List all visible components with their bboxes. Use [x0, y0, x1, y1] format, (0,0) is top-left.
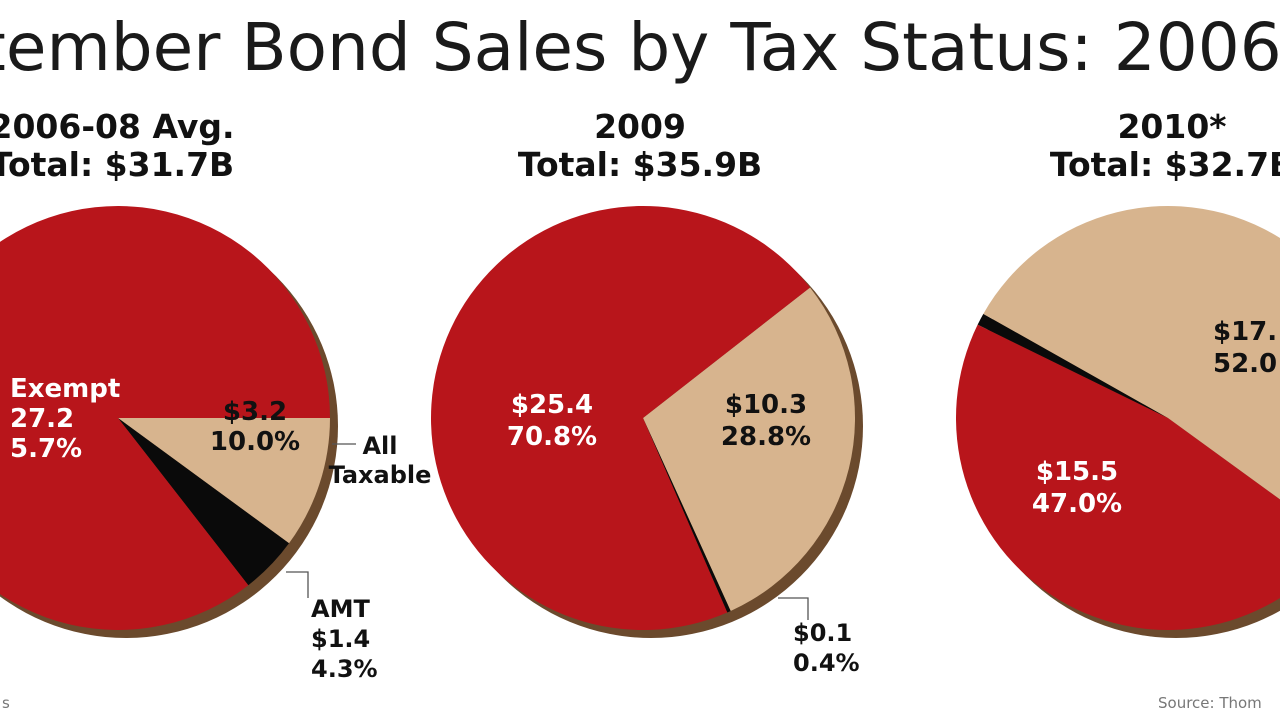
pie-3-slice-1-label: $15.5 47.0%: [1032, 457, 1122, 519]
source-note: Source: Thom: [1158, 694, 1262, 712]
pie-3: [956, 206, 1280, 638]
pie-1-slice-2: [118, 418, 330, 544]
pie-1-slice-3: [118, 418, 290, 586]
pie-2-slice-1: [431, 205, 811, 631]
pie-3-slice-1: [956, 324, 1280, 630]
pie-1-heading: 2006-08 Avg.: [0, 107, 235, 146]
pie-1-slice-1: [0, 206, 330, 630]
pie-1-amt-leader: [286, 571, 309, 598]
pie-3-slice-3: [977, 313, 1168, 418]
footnote-left: s: [2, 694, 10, 712]
pie-2-slice-3: [643, 418, 731, 613]
pie-3-slice-2-label: $17. 52.0: [1213, 317, 1277, 379]
pie-3-heading: 2010*: [1117, 107, 1226, 146]
pie-2-amt-callout: $0.1 0.4%: [793, 619, 860, 677]
pies-layer: [0, 205, 1280, 638]
pie-1-slice-1-label: Exempt 27.2 5.7%: [10, 374, 120, 464]
pie-2-slice-1-label: $25.4 70.8%: [507, 390, 597, 452]
pie-3-total: Total: $32.7B: [1050, 145, 1280, 184]
pie-2-total: Total: $35.9B: [518, 145, 762, 184]
pie-2-slice-2: [643, 287, 856, 612]
pie-1-total: Total: $31.7B: [0, 145, 234, 184]
pie-1-taxable-callout: All Taxable: [329, 432, 432, 489]
labels-layer: Exempt 27.2 5.7% $3.2 10.0% All Taxable AMT $1.4…: [10, 317, 1277, 683]
pie-2-slice-2-label: $10.3 28.8%: [721, 390, 811, 452]
pie-2: [431, 205, 863, 638]
chart-title: tember Bond Sales by Tax Status: 2006-20: [0, 9, 1280, 86]
pie-3-slice-2: [983, 206, 1280, 500]
pie-1-amt-callout: AMT $1.4 4.3%: [311, 595, 378, 683]
pie-2-amt-leader: [778, 597, 809, 620]
pie-2-heading: 2009: [594, 107, 686, 146]
pie-1: [0, 206, 338, 638]
pie-1-slice-2-label: $3.2 10.0%: [210, 397, 300, 457]
